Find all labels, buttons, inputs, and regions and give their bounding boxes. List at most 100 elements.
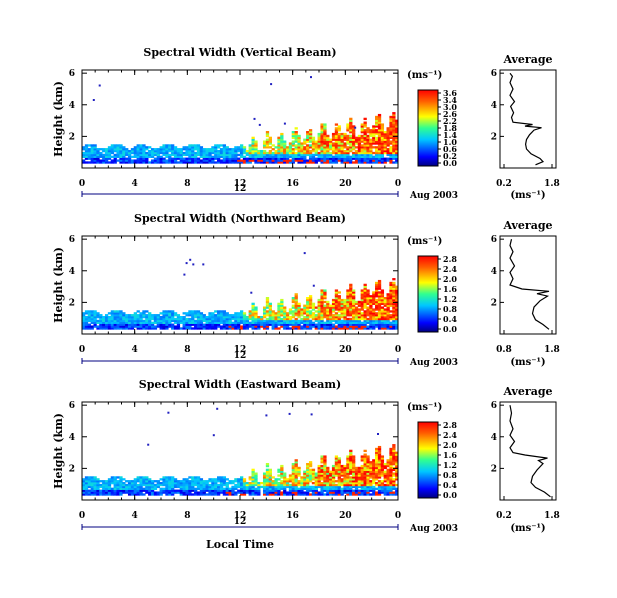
heatmap-cell [165, 144, 169, 147]
heatmap-cell [283, 161, 287, 164]
heatmap-cell [386, 295, 390, 298]
x-tick-label: 16 [286, 511, 299, 521]
heatmap-cell [159, 149, 163, 153]
heatmap-cell [386, 298, 390, 302]
heatmap-cell [340, 138, 344, 141]
heatmap-cell [119, 314, 123, 317]
heatmap-cell [211, 478, 215, 481]
heatmap-cell [377, 159, 382, 162]
heatmap-cell [145, 489, 149, 492]
heatmap-cell [214, 493, 218, 496]
heatmap-cell [291, 493, 295, 496]
heatmap-cell [107, 149, 112, 153]
heatmap-cell [288, 308, 293, 311]
profile-y-tick-label: 2 [491, 464, 497, 474]
heatmap-cell [285, 315, 290, 319]
heatmap-cell [366, 459, 370, 462]
heatmap-cell [162, 323, 166, 326]
heatmap-cell [369, 489, 373, 492]
heatmap-cell [320, 140, 324, 143]
heatmap-cell [360, 308, 364, 311]
heatmap-cell [294, 300, 298, 304]
heatmap-cell [283, 476, 287, 479]
heatmap-cell [265, 493, 270, 496]
heatmap-cell [395, 327, 399, 330]
heatmap-cell [320, 161, 324, 164]
heatmap-cell [159, 159, 163, 162]
heatmap-cell [369, 325, 373, 328]
heatmap-cell [199, 146, 204, 149]
heatmap-cell [274, 315, 278, 319]
heatmap-cell [214, 317, 218, 321]
heatmap-cell [122, 481, 126, 485]
heatmap-cell [375, 146, 379, 149]
heatmap-cell [110, 319, 114, 323]
heatmap-cell [107, 157, 112, 160]
heatmap-cell [240, 314, 244, 317]
heatmap-cell [331, 476, 336, 479]
heatmap-cell [148, 489, 152, 492]
heatmap-cell [90, 151, 94, 155]
heatmap-cell [113, 157, 117, 160]
heatmap-cell [176, 155, 181, 158]
heatmap-cell [372, 476, 376, 479]
heatmap-cell [323, 151, 327, 155]
heatmap-cell [283, 308, 287, 311]
heatmap-cell [199, 151, 204, 155]
heatmap-cell [389, 472, 393, 475]
heatmap-cell [329, 155, 333, 158]
heatmap-cell [260, 319, 264, 323]
heatmap-cell [145, 483, 149, 487]
heatmap-cell [291, 319, 295, 323]
heatmap-cell [346, 455, 350, 458]
heatmap-cell [150, 485, 155, 489]
heatmap-cell [352, 300, 356, 304]
heatmap-cell [171, 319, 175, 323]
heatmap-cell [366, 491, 370, 494]
profile-title: Average [502, 385, 552, 398]
heatmap-cell [317, 470, 321, 473]
heatmap-cell [346, 310, 350, 313]
heatmap-cell [202, 161, 206, 164]
heatmap-cell [329, 483, 333, 487]
colorbar-tick-label: 2.0 [443, 274, 457, 284]
heatmap-cell [291, 144, 295, 147]
heatmap-cell [268, 321, 272, 324]
heatmap-cell [133, 321, 137, 324]
heatmap-cell [228, 153, 232, 157]
heatmap-cell [294, 323, 298, 326]
colorbar-tick-label: 3.4 [443, 95, 457, 105]
heatmap-cell [84, 148, 89, 151]
heatmap-cell [173, 312, 178, 315]
heatmap-cell [219, 149, 224, 153]
heatmap-cell [377, 113, 382, 117]
heatmap-cell [349, 289, 353, 292]
heatmap-cell [317, 481, 321, 485]
heatmap-cell [329, 323, 333, 326]
heatmap-cell [392, 451, 396, 454]
heatmap-cell [331, 468, 336, 471]
heatmap-cell [96, 487, 100, 490]
heatmap-cell [337, 483, 341, 487]
heatmap-cell [369, 306, 373, 309]
heatmap-cell [156, 319, 160, 323]
heatmap-cell [93, 149, 97, 153]
heatmap-cell [122, 327, 126, 330]
heatmap-cell [153, 151, 158, 155]
heatmap-cell [392, 127, 396, 130]
heatmap-cell [107, 491, 112, 494]
heatmap-cell [248, 491, 252, 494]
heatmap-cell [300, 153, 304, 157]
heatmap-cell [346, 321, 350, 324]
heatmap-cell [87, 481, 92, 485]
heatmap-cell [346, 476, 350, 479]
heatmap-cell [343, 315, 347, 319]
heatmap-cell [357, 327, 362, 330]
heatmap-cell [363, 321, 367, 324]
heatmap-cell [306, 161, 310, 164]
heatmap-cell [225, 327, 229, 330]
heatmap-cell [380, 491, 385, 494]
heatmap-cell [343, 321, 347, 324]
heatmap-cell [265, 312, 270, 315]
heatmap-cell [188, 312, 192, 315]
